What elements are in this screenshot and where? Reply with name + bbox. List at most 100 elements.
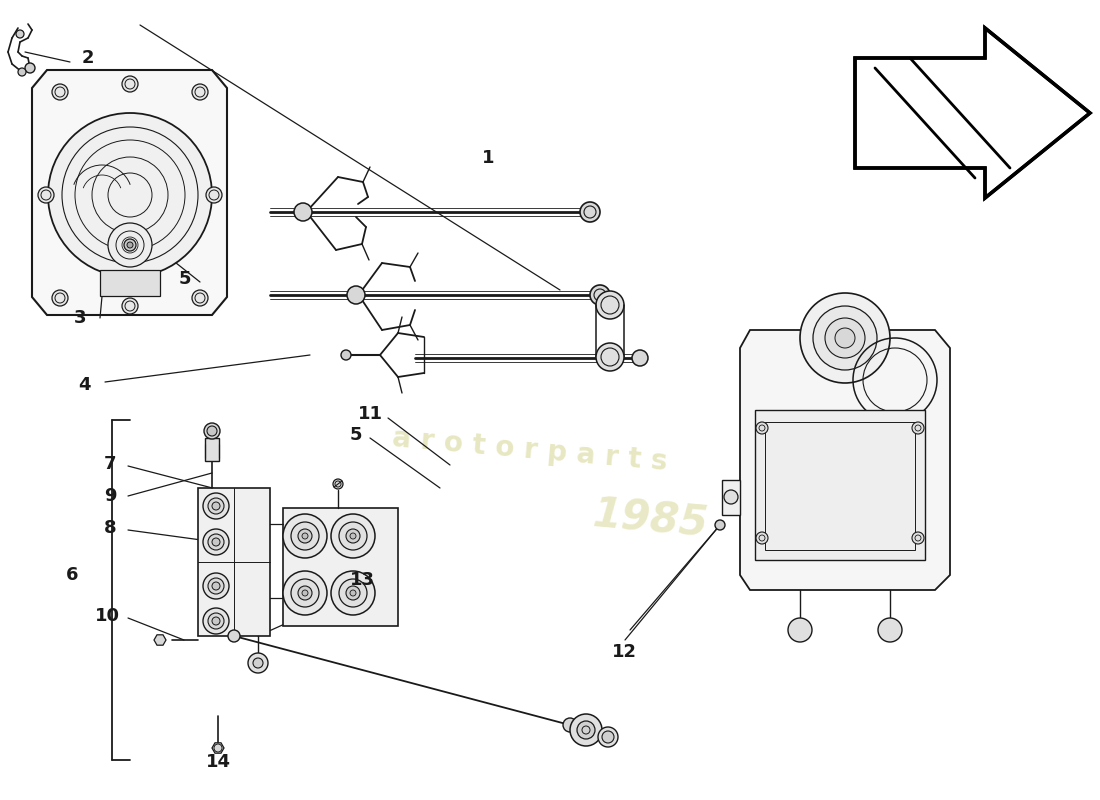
Circle shape xyxy=(632,350,648,366)
Circle shape xyxy=(207,426,217,436)
Circle shape xyxy=(341,350,351,360)
Circle shape xyxy=(333,479,343,489)
Circle shape xyxy=(302,590,308,596)
Circle shape xyxy=(339,522,367,550)
Circle shape xyxy=(39,187,54,203)
Circle shape xyxy=(331,514,375,558)
Polygon shape xyxy=(212,743,224,753)
Text: 7: 7 xyxy=(103,455,117,473)
Circle shape xyxy=(212,502,220,510)
Circle shape xyxy=(912,532,924,544)
Circle shape xyxy=(346,286,365,304)
Circle shape xyxy=(813,306,877,370)
Circle shape xyxy=(208,498,224,514)
Circle shape xyxy=(208,613,224,629)
Circle shape xyxy=(204,493,229,519)
Circle shape xyxy=(204,529,229,555)
Polygon shape xyxy=(198,488,270,636)
Text: a r o t o r p a r t s: a r o t o r p a r t s xyxy=(392,424,669,476)
Circle shape xyxy=(578,721,595,739)
Bar xyxy=(283,508,398,626)
Circle shape xyxy=(212,582,220,590)
Circle shape xyxy=(228,630,240,642)
Circle shape xyxy=(912,422,924,434)
Text: 3: 3 xyxy=(74,309,86,327)
Circle shape xyxy=(756,532,768,544)
Circle shape xyxy=(756,422,768,434)
Circle shape xyxy=(48,113,212,277)
Circle shape xyxy=(800,293,890,383)
Circle shape xyxy=(204,573,229,599)
Text: 6: 6 xyxy=(66,566,78,584)
Circle shape xyxy=(292,579,319,607)
Circle shape xyxy=(212,617,220,625)
Circle shape xyxy=(16,30,24,38)
Text: 9: 9 xyxy=(103,487,117,505)
Text: 1985: 1985 xyxy=(591,494,710,546)
Text: 12: 12 xyxy=(612,643,637,661)
Circle shape xyxy=(602,731,614,743)
Circle shape xyxy=(580,202,600,222)
Circle shape xyxy=(52,290,68,306)
Circle shape xyxy=(248,653,268,673)
Bar xyxy=(722,480,740,515)
Circle shape xyxy=(122,76,138,92)
Circle shape xyxy=(350,590,356,596)
Text: 8: 8 xyxy=(103,519,117,537)
Text: 11: 11 xyxy=(358,405,383,423)
Bar xyxy=(764,422,915,550)
Text: 13: 13 xyxy=(350,571,374,589)
Circle shape xyxy=(192,290,208,306)
Bar xyxy=(755,410,925,560)
Circle shape xyxy=(108,223,152,267)
Text: 5: 5 xyxy=(178,270,191,288)
Circle shape xyxy=(204,608,229,634)
Circle shape xyxy=(212,538,220,546)
Circle shape xyxy=(346,586,360,600)
Circle shape xyxy=(298,529,312,543)
Text: 5: 5 xyxy=(350,426,362,444)
Text: 4: 4 xyxy=(78,376,90,394)
Circle shape xyxy=(25,63,35,73)
Circle shape xyxy=(350,533,356,539)
Polygon shape xyxy=(32,70,227,315)
Circle shape xyxy=(346,529,360,543)
Circle shape xyxy=(302,533,308,539)
Polygon shape xyxy=(855,28,1090,198)
Circle shape xyxy=(52,84,68,100)
Circle shape xyxy=(192,84,208,100)
Circle shape xyxy=(331,571,375,615)
Circle shape xyxy=(596,291,624,319)
Circle shape xyxy=(206,187,222,203)
Circle shape xyxy=(253,658,263,668)
Circle shape xyxy=(124,239,136,251)
Circle shape xyxy=(122,298,138,314)
Text: 14: 14 xyxy=(206,753,231,771)
Bar xyxy=(205,438,219,461)
Circle shape xyxy=(283,571,327,615)
Circle shape xyxy=(878,618,902,642)
Polygon shape xyxy=(740,330,950,590)
Text: 2: 2 xyxy=(81,49,95,67)
Circle shape xyxy=(724,490,738,504)
Circle shape xyxy=(715,520,725,530)
Circle shape xyxy=(298,586,312,600)
Circle shape xyxy=(208,534,224,550)
Circle shape xyxy=(283,514,327,558)
Circle shape xyxy=(18,68,26,76)
Polygon shape xyxy=(154,635,166,645)
Circle shape xyxy=(788,618,812,642)
Circle shape xyxy=(835,328,855,348)
Circle shape xyxy=(570,714,602,746)
Circle shape xyxy=(825,318,865,358)
Circle shape xyxy=(590,285,610,305)
Bar xyxy=(100,270,160,296)
Circle shape xyxy=(126,242,133,248)
Text: 10: 10 xyxy=(95,607,120,625)
Circle shape xyxy=(596,343,624,371)
Circle shape xyxy=(563,718,578,732)
Circle shape xyxy=(204,423,220,439)
Circle shape xyxy=(598,727,618,747)
Circle shape xyxy=(292,522,319,550)
Circle shape xyxy=(294,203,312,221)
